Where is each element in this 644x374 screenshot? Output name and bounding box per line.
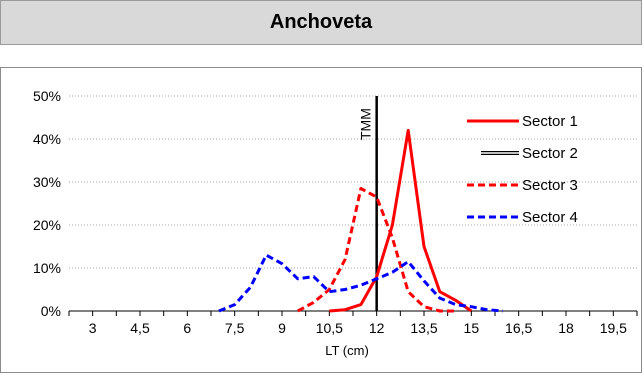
x-tick-label: 6 <box>183 320 191 336</box>
x-tick-label: 12 <box>369 320 385 336</box>
x-tick-label: 13,5 <box>410 320 437 336</box>
x-tick-label: 19,5 <box>600 320 627 336</box>
x-axis-title: LT (cm) <box>325 343 369 358</box>
chart-title-banner: Anchoveta <box>0 0 642 45</box>
legend-label-sector-1: Sector 1 <box>522 113 578 130</box>
legend-label-sector-4: Sector 4 <box>522 209 578 226</box>
series-line-sector-3 <box>297 187 456 313</box>
plot-area: TMM <box>218 96 504 313</box>
x-tick-label: 3 <box>89 320 97 336</box>
legend: Sector 1 Sector 2 Sector 3 Sector 4 <box>467 113 578 226</box>
y-tick-label: 10% <box>33 260 61 276</box>
legend-label-sector-3: Sector 3 <box>522 177 578 194</box>
line-chart: 0% 10% 20% 30% 40% 50% 3 4,5 6 7,5 9 10,5 12 13,5 15 16… <box>33 88 638 358</box>
y-tick-label: 20% <box>33 217 61 233</box>
x-tick-label: 16,5 <box>505 320 532 336</box>
x-tick-label: 9 <box>278 320 286 336</box>
axes: 0% 10% 20% 30% 40% 50% 3 4,5 6 7,5 9 10,5 12 13,5 15 16… <box>33 88 638 358</box>
tmm-label: TMM <box>358 108 374 140</box>
x-tick-label: 4,5 <box>130 320 150 336</box>
series-line-sector-1 <box>329 128 473 313</box>
y-tick-label: 30% <box>33 174 61 190</box>
x-tick-label: 15 <box>464 320 480 336</box>
y-tick-label: 40% <box>33 131 61 147</box>
legend-label-sector-2: Sector 2 <box>522 145 578 162</box>
x-tick-label: 18 <box>558 320 574 336</box>
y-tick-label: 50% <box>33 88 61 104</box>
chart-title: Anchoveta <box>269 11 373 33</box>
x-tick-label: 10,5 <box>316 320 343 336</box>
y-tick-label: 0% <box>41 303 61 319</box>
x-tick-label: 7,5 <box>225 320 245 336</box>
chart-frame: 0% 10% 20% 30% 40% 50% 3 4,5 6 7,5 9 10,5 12 13,5 15 16… <box>0 67 642 373</box>
